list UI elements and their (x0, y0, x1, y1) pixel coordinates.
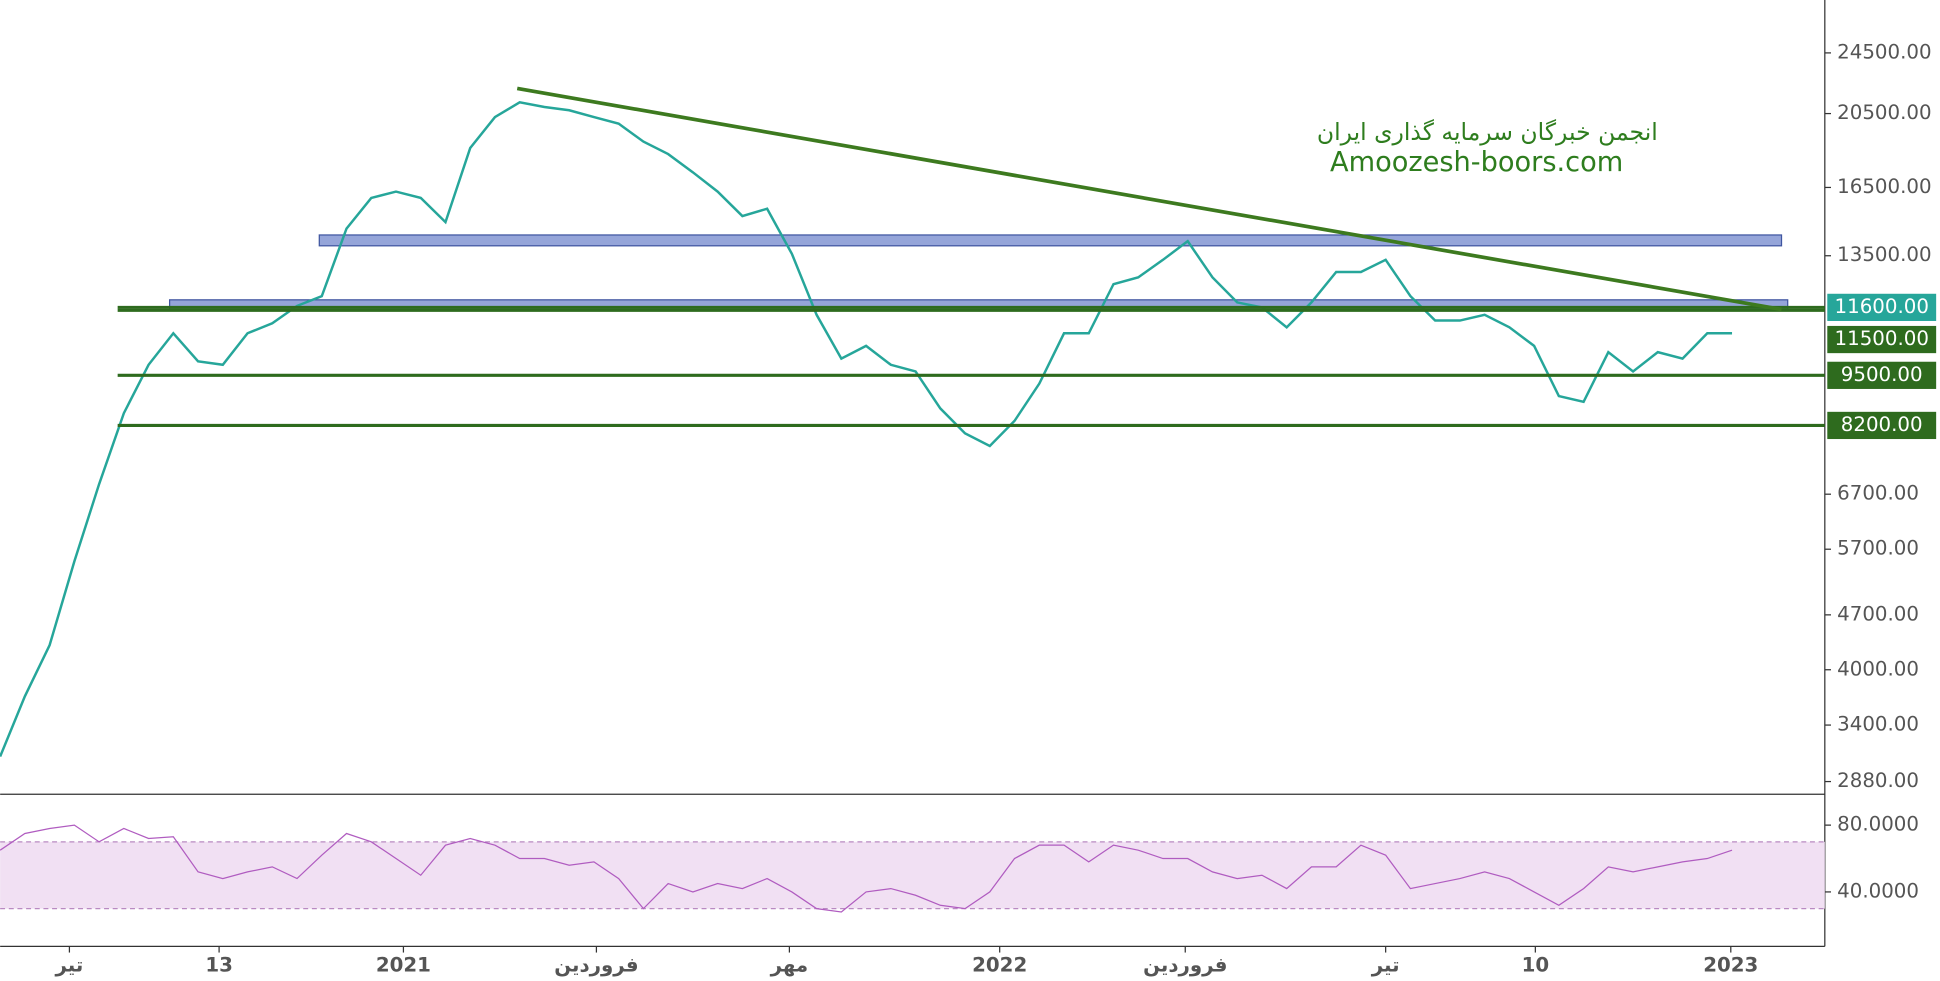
y-tick-label: 4000.00 (1837, 657, 1919, 680)
x-tick-label: مهر (770, 954, 809, 977)
price-zone (318, 234, 1783, 247)
y-tick-label: 5700.00 (1837, 537, 1919, 560)
level-label-box (1827, 361, 1937, 389)
x-tick-label: 2021 (376, 954, 431, 977)
x-tick-label: 2022 (972, 954, 1027, 977)
x-tick-label: 10 (1522, 954, 1550, 977)
x-tick-label: 2023 (1703, 954, 1758, 977)
y-tick-label: 80.0000 (1837, 813, 1919, 836)
watermark-url: Amoozesh-boors.com (1330, 147, 1623, 178)
y-tick-label: 3400.00 (1837, 713, 1919, 736)
watermark-fa: انجمن خبرگان سرمایه گذاری ایران (1317, 118, 1658, 146)
x-tick-label: تیر (55, 954, 84, 977)
level-label: 8200.00 (1841, 413, 1923, 436)
y-tick-label: 24500.00 (1837, 40, 1931, 63)
price-line (0, 824, 1733, 913)
x-tick-label: تیر (1371, 954, 1400, 977)
y-tick-label: 13500.00 (1837, 243, 1931, 266)
level-label: 9500.00 (1841, 363, 1923, 386)
level-label-box (1827, 411, 1937, 440)
level-label: 11500.00 (1835, 327, 1929, 350)
y-tick-label: 2880.00 (1837, 769, 1919, 792)
level-label-box (1827, 293, 1937, 321)
level-label: 11600.00 (1835, 295, 1929, 318)
y-tick-label: 40.0000 (1837, 879, 1919, 902)
x-tick-label: فروردین (1143, 954, 1227, 977)
y-tick-label: 6700.00 (1837, 482, 1919, 505)
y-tick-label: 16500.00 (1837, 175, 1931, 198)
rsi-band (0, 841, 1825, 909)
trendline (516, 86, 1782, 312)
y-tick-label: 20500.00 (1837, 101, 1931, 124)
x-tick-label: فروردین (554, 954, 638, 977)
x-tick-label: 13 (205, 954, 233, 977)
y-tick-label: 4700.00 (1837, 602, 1919, 625)
level-label-box (1827, 325, 1937, 354)
